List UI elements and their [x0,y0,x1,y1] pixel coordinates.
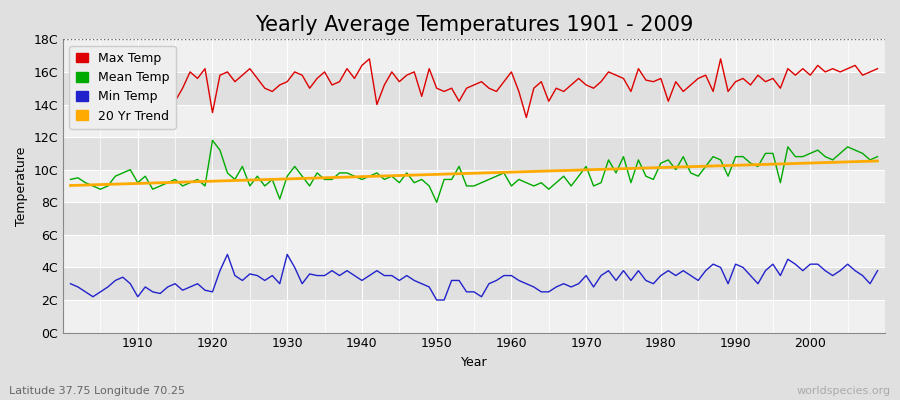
Text: Latitude 37.75 Longitude 70.25: Latitude 37.75 Longitude 70.25 [9,386,185,396]
Bar [63,104,885,137]
Bar [63,72,885,104]
X-axis label: Year: Year [461,356,487,369]
Bar [63,268,885,300]
Bar [63,300,885,332]
Legend: Max Temp, Mean Temp, Min Temp, 20 Yr Trend: Max Temp, Mean Temp, Min Temp, 20 Yr Tre… [69,46,176,129]
Bar [63,170,885,202]
Text: worldspecies.org: worldspecies.org [796,386,891,396]
Bar [63,235,885,268]
Y-axis label: Temperature: Temperature [15,146,28,226]
Bar [63,202,885,235]
Bar [63,137,885,170]
Bar [63,39,885,72]
Title: Yearly Average Temperatures 1901 - 2009: Yearly Average Temperatures 1901 - 2009 [255,15,693,35]
